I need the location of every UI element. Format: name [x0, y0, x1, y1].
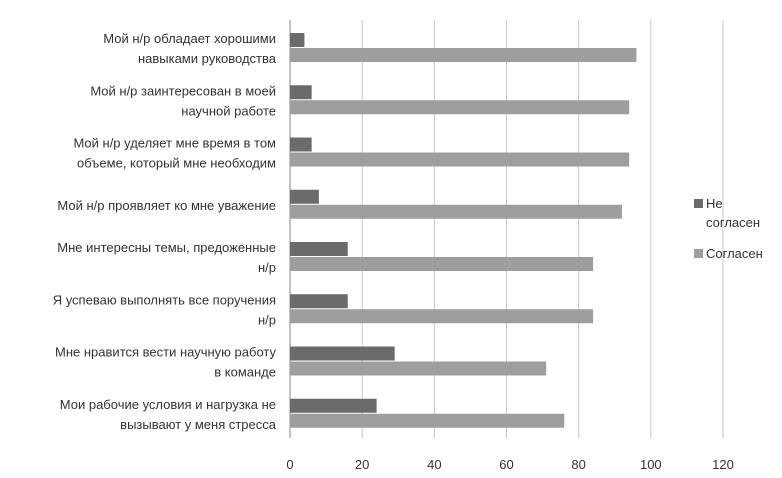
tick-label: 100	[640, 457, 662, 472]
bar	[290, 294, 348, 309]
bar	[290, 242, 348, 256]
category-label-line: Мой н/р проявляет ко мне уважение	[57, 198, 276, 213]
tick-label: 120	[712, 457, 734, 472]
bar	[290, 48, 637, 62]
tick-label: 80	[571, 457, 585, 472]
legend-label-line: согласен	[706, 215, 760, 230]
category-label-line: н/р	[258, 312, 276, 327]
category-label-line: Мои рабочие условия и нагрузка не	[60, 397, 276, 412]
bar	[290, 152, 630, 167]
bars	[290, 33, 637, 428]
bar	[290, 361, 547, 376]
category-label-line: Мой н/р уделяет мне время в том	[73, 136, 276, 151]
category-label: Я успеваю выполнять все поручения н/р	[53, 292, 276, 327]
bar	[290, 189, 319, 204]
category-label-line: вызывают у меня стресса	[120, 417, 277, 432]
category-label-line: в команде	[214, 365, 276, 380]
legend-label: Не согласен	[706, 196, 760, 230]
category-label-line: объеме, который мне необходим	[77, 156, 276, 171]
tick-label: 20	[355, 457, 369, 472]
bar	[290, 398, 377, 413]
category-label: Мне интересны темы, предоженные н/р	[57, 240, 276, 275]
bar	[290, 204, 622, 219]
legend-label: Согласен	[706, 246, 763, 261]
category-label-line: Я успеваю выполнять все поручения	[53, 292, 276, 307]
category-label: Мой н/р заинтересован в моей научной рабо…	[90, 83, 276, 118]
category-label: Мой н/р обладает хорошими навыками руково…	[103, 31, 276, 66]
legend-label-line: Согласен	[706, 246, 763, 261]
category-label: Мне нравится вести научную работу в коман…	[55, 345, 276, 380]
category-label-line: Мне интересны темы, предоженные	[57, 240, 276, 255]
legend-swatch	[694, 249, 703, 258]
legend-swatch	[694, 199, 703, 208]
category-labels: Мой н/р обладает хорошими навыками руково…	[53, 31, 277, 432]
x-axis-ticks: 0 20 40 60 80 100 120	[286, 457, 733, 472]
bar	[290, 85, 312, 100]
legend: Не согласен Согласен	[694, 196, 763, 261]
bar	[290, 309, 594, 324]
category-label-line: навыками руководства	[138, 51, 277, 66]
category-label: Мой н/р уделяет мне время в том объеме, к…	[73, 136, 276, 171]
tick-label: 40	[427, 457, 441, 472]
bar	[290, 33, 305, 47]
category-label-line: Мне нравится вести научную работу	[55, 345, 276, 360]
bar	[290, 413, 565, 428]
category-label: Мои рабочие условия и нагрузка не вызываю…	[60, 397, 277, 432]
bar	[290, 257, 594, 271]
category-label-line: н/р	[258, 260, 276, 275]
gridlines	[289, 20, 724, 438]
category-label-line: Мой н/р обладает хорошими	[103, 31, 276, 46]
category-label-line: Мой н/р заинтересован в моей	[90, 83, 276, 98]
bar	[290, 346, 395, 361]
bar	[290, 100, 630, 115]
legend-label-line: Не	[706, 196, 723, 211]
tick-label: 60	[499, 457, 513, 472]
bar	[290, 137, 312, 152]
category-label-line: научной работе	[181, 103, 276, 118]
category-label: Мой н/р проявляет ко мне уважение	[57, 198, 276, 213]
tick-label: 0	[286, 457, 293, 472]
